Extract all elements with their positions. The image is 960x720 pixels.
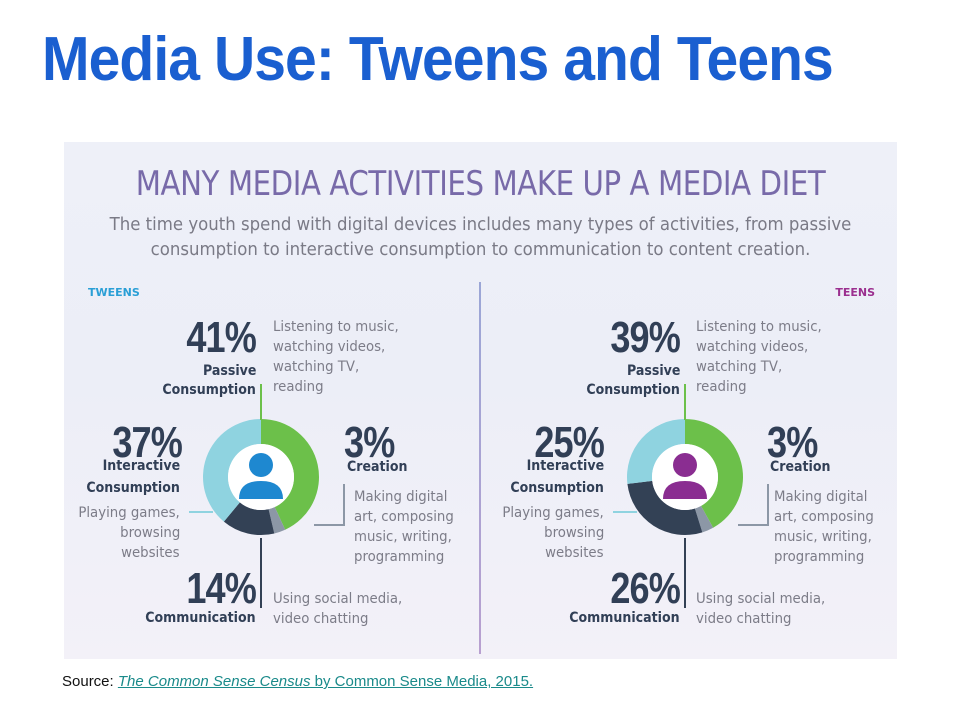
teens-passive-desc-2: watching videos, [696, 339, 809, 355]
teens-creation-desc-1: Making digital [774, 489, 868, 505]
teens-interactive-connector [613, 511, 637, 513]
tweens-passive-desc-2: watching videos, [273, 339, 386, 355]
tweens-creation-desc-3: music, writing, [354, 529, 452, 545]
tweens-interactive-value: 37% [112, 418, 183, 467]
teens-communication-slice [627, 480, 703, 535]
source-link-rest: by Common Sense Media, 2015. [310, 673, 534, 690]
tweens-passive-desc-4: reading [273, 379, 324, 395]
teens-interactive-desc-3: websites [545, 545, 604, 561]
teens-creation-desc-3: music, writing, [774, 529, 872, 545]
tweens-creation-value: 3% [344, 418, 395, 467]
teens-passive-value: 39% [610, 313, 681, 362]
teens-label: TEENS [835, 286, 875, 299]
teens-creation-connector [767, 484, 769, 526]
teens-passive-name-1: Passive [626, 363, 680, 379]
tweens-person-icon [228, 444, 294, 510]
teens-communication-desc-2: video chatting [696, 611, 792, 627]
teens-passive-desc-4: reading [696, 379, 747, 395]
tweens-passive-name-1: Passive [202, 363, 256, 379]
teens-creation-name: Creation [770, 459, 831, 475]
teens-person-icon [652, 444, 718, 510]
tweens-communication-desc-2: video chatting [273, 611, 369, 627]
teens-passive-connector [684, 384, 686, 420]
teens-passive-name-2: Consumption [586, 382, 680, 398]
tweens-creation-slice [268, 506, 286, 534]
tweens-communication-connector [260, 538, 262, 608]
tweens-communication-slice [223, 502, 275, 535]
tweens-creation-connector-h [314, 524, 345, 526]
tweens-creation-desc-4: programming [354, 549, 445, 565]
teens-creation-value: 3% [767, 418, 818, 467]
tweens-donut-chart [203, 419, 319, 535]
teens-communication-desc-1: Using social media, [696, 591, 826, 607]
infographic-title: MANY MEDIA ACTIVITIES MAKE UP A MEDIA DI… [135, 164, 826, 204]
tweens-creation-desc-1: Making digital [354, 489, 448, 505]
tweens-interactive-slice [203, 419, 261, 522]
media-diet-infographic: MANY MEDIA ACTIVITIES MAKE UP A MEDIA DI… [64, 142, 897, 659]
tweens-interactive-desc-2: browsing [119, 525, 180, 541]
teens-communication-name: Communication [569, 610, 680, 626]
teens-passive-slice [685, 419, 743, 528]
tweens-passive-connector [260, 384, 262, 420]
tweens-passive-desc-3: watching TV, [273, 359, 360, 375]
tweens-interactive-name-1: Interactive [102, 458, 180, 474]
source-citation: Source: The Common Sense Census by Commo… [62, 673, 533, 690]
teens-interactive-desc-2: browsing [543, 525, 604, 541]
infographic-subtitle-line-2: consumption to interactive consumption t… [150, 239, 811, 260]
teens-interactive-desc-1: Playing games, [502, 505, 604, 521]
tweens-label: TWEENS [88, 286, 140, 299]
teens-communication-value: 26% [610, 564, 681, 613]
tweens-creation-name: Creation [347, 459, 408, 475]
tweens-passive-slice [261, 419, 319, 530]
teens-group: 39% Passive Consumption Listening to mus… [64, 142, 897, 659]
tweens-creation-desc-2: art, composing [354, 509, 454, 525]
teens-creation-desc-2: art, composing [774, 509, 874, 525]
teens-interactive-value: 25% [534, 418, 605, 467]
teens-creation-slice [694, 505, 714, 533]
tweens-passive-desc-1: Listening to music, [273, 319, 399, 335]
teens-passive-desc-3: watching TV, [696, 359, 783, 375]
group-divider [479, 282, 481, 654]
teens-creation-desc-4: programming [774, 549, 865, 565]
tweens-interactive-desc-1: Playing games, [78, 505, 180, 521]
tweens-communication-name: Communication [145, 610, 256, 626]
tweens-passive-value: 41% [186, 313, 257, 362]
source-link-title: The Common Sense Census [117, 673, 311, 690]
tweens-creation-connector [343, 484, 345, 526]
teens-interactive-name-2: Consumption [510, 480, 604, 496]
teens-creation-connector-h [738, 524, 769, 526]
tweens-communication-desc-1: Using social media, [273, 591, 403, 607]
tweens-communication-value: 14% [186, 564, 257, 613]
slide-title: Media Use: Tweens and Teens [42, 25, 834, 94]
tweens-interactive-connector [189, 511, 213, 513]
tweens-interactive-name-2: Consumption [86, 480, 180, 496]
teens-donut-chart [627, 419, 743, 535]
source-prefix: Source: [62, 673, 118, 690]
teens-interactive-name-1: Interactive [526, 458, 604, 474]
teens-passive-desc-1: Listening to music, [696, 319, 822, 335]
teens-interactive-slice [627, 419, 685, 484]
teens-communication-connector [684, 538, 686, 608]
tweens-interactive-desc-3: websites [121, 545, 180, 561]
infographic-subtitle-line-1: The time youth spend with digital device… [109, 214, 852, 235]
source-link[interactable]: The Common Sense Census by Common Sense … [118, 673, 533, 690]
tweens-group: 41% Passive Consumption Listening to mus… [64, 142, 897, 659]
tweens-passive-name-2: Consumption [162, 382, 256, 398]
